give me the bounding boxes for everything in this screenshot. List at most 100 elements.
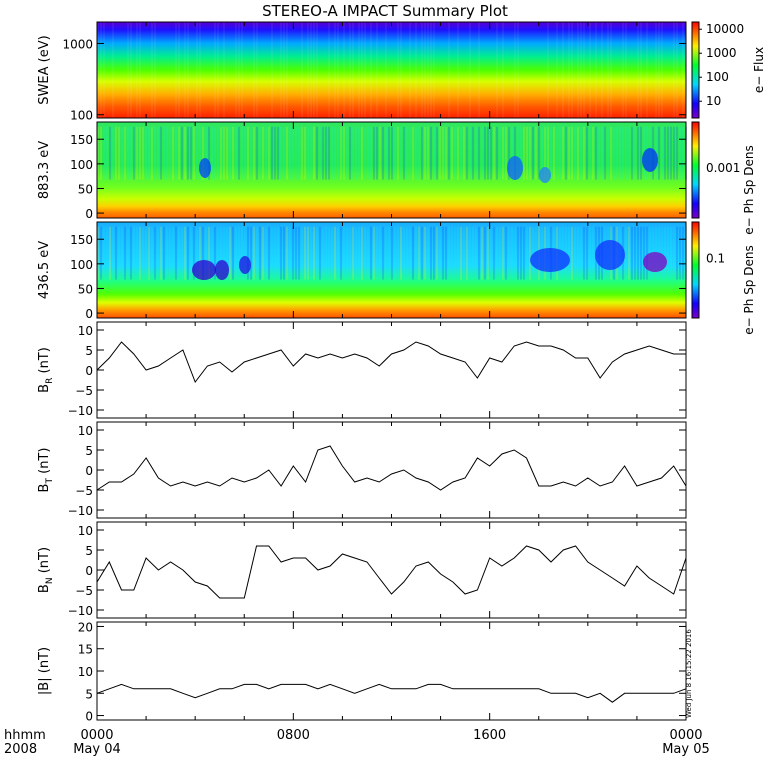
heatmap-streak [445,226,447,280]
heatmap-streak [376,226,378,280]
heatmap-streak [664,226,666,280]
heatmap-streak [175,226,177,280]
heatmap-streak [232,226,234,280]
heatmap-streak [256,126,258,180]
heatmap-streak [502,126,504,180]
heatmap-streak [346,226,348,280]
heatmap-streak [127,226,129,280]
heatmap-streak [583,126,585,180]
heatmap-streak [415,126,417,180]
heatmap-streak [391,226,393,280]
heatmap-streak [373,226,375,280]
heatmap-streak [586,126,588,180]
heatmap-streak [493,226,495,280]
heatmap-streak [424,226,426,280]
heatmap-blob [595,240,625,270]
heatmap-streak [130,126,132,180]
heatmap-streak [370,126,372,180]
panel-swea: 10 100 1000 10000 e− Flux 100 1000 SWEA (eV) [37,21,766,123]
heatmap-streak [121,226,123,280]
heatmap-streak [571,126,573,180]
heatmap-streak [310,126,312,180]
heatmap-streak [502,22,504,118]
heatmap-streak [637,126,639,180]
y-tick-label: 150 [70,233,93,247]
heatmap-streak [352,126,354,180]
heatmap-streak [184,226,186,280]
panel-frame [96,321,687,419]
plot-title: STEREO-A IMPACT Summary Plot [262,2,508,20]
colorbar-label: e− Flux [752,47,766,93]
heatmap-streak [382,226,384,280]
heatmap-streak [196,22,198,118]
heatmap-streak [487,226,489,280]
heatmap-streak [199,226,201,280]
heatmap-streak [385,226,387,280]
heatmap-streak [211,226,213,280]
heatmap-streak [196,126,198,180]
colorbar-swea [691,21,700,119]
heatmap-streak [580,226,582,280]
heatmap-streak [589,22,591,118]
y-tick-label: −5 [75,384,93,398]
heatmap-streak [586,226,588,280]
y-tick-label: 5 [85,544,93,558]
colorbar-label: e− Ph Sp Dens [742,145,756,234]
heatmap-streak [661,126,663,180]
heatmap-streak [295,226,297,280]
heatmap-streak [283,226,285,280]
colorbar-label: e− Ph Sp Dens [742,245,756,334]
heatmap-streak [301,226,303,280]
heatmap-streak [625,226,627,280]
heatmap-streak [472,226,474,280]
heatmap-streak [154,126,156,180]
heatmap-blob [530,248,570,272]
heatmap-streak [433,126,435,180]
heatmap-streak [226,126,228,180]
heatmap-streak [304,126,306,180]
heatmap-streak [136,22,138,118]
heatmap-streak [394,126,396,180]
heatmap-streak [337,226,339,280]
heatmap-streak [457,126,459,180]
heatmap-streak [331,226,333,280]
heatmap-streak [340,126,342,180]
heatmap-streak [382,126,384,180]
heatmap-streak [286,226,288,280]
heatmap-streak [661,22,663,118]
heatmap-streak [625,126,627,180]
heatmap-streak [178,226,180,280]
heatmap-streak [163,226,165,280]
heatmap-streak [538,126,540,180]
heatmap-streak [265,226,267,280]
heatmap-streak [445,126,447,180]
heatmap-streak [109,126,111,180]
heatmap-streak [379,226,381,280]
y-axis-label-unit: (nT) [37,647,52,677]
heatmap-streak [259,126,261,180]
heatmap-streak [358,126,360,180]
heatmap-streak [490,226,492,280]
colorbar-tick-label: 10 [706,94,721,108]
heatmap-streak [292,226,294,280]
y-tick-label: −10 [68,604,93,618]
colorbar-pad436 [691,221,700,319]
heatmap-streak [658,126,660,180]
heatmap-streak [682,126,684,180]
panel-br: −10 −5 0 5 10 BR (nT) [37,321,687,419]
heatmap-swea [97,22,686,118]
y-tick-label: 150 [70,133,93,147]
heatmap-streak [673,226,675,280]
heatmap-streak [265,126,267,180]
heatmap-streak [196,226,198,280]
heatmap-streak [496,126,498,180]
heatmap-blob [199,158,211,178]
y-tick-label: 0 [85,207,93,221]
heatmap-streak [634,226,636,280]
heatmap-streak [508,226,510,280]
heatmap-streak [667,126,669,180]
heatmap-streak [208,126,210,180]
colorbar-tick-label: 100 [706,70,729,84]
heatmap-streak [148,126,150,180]
